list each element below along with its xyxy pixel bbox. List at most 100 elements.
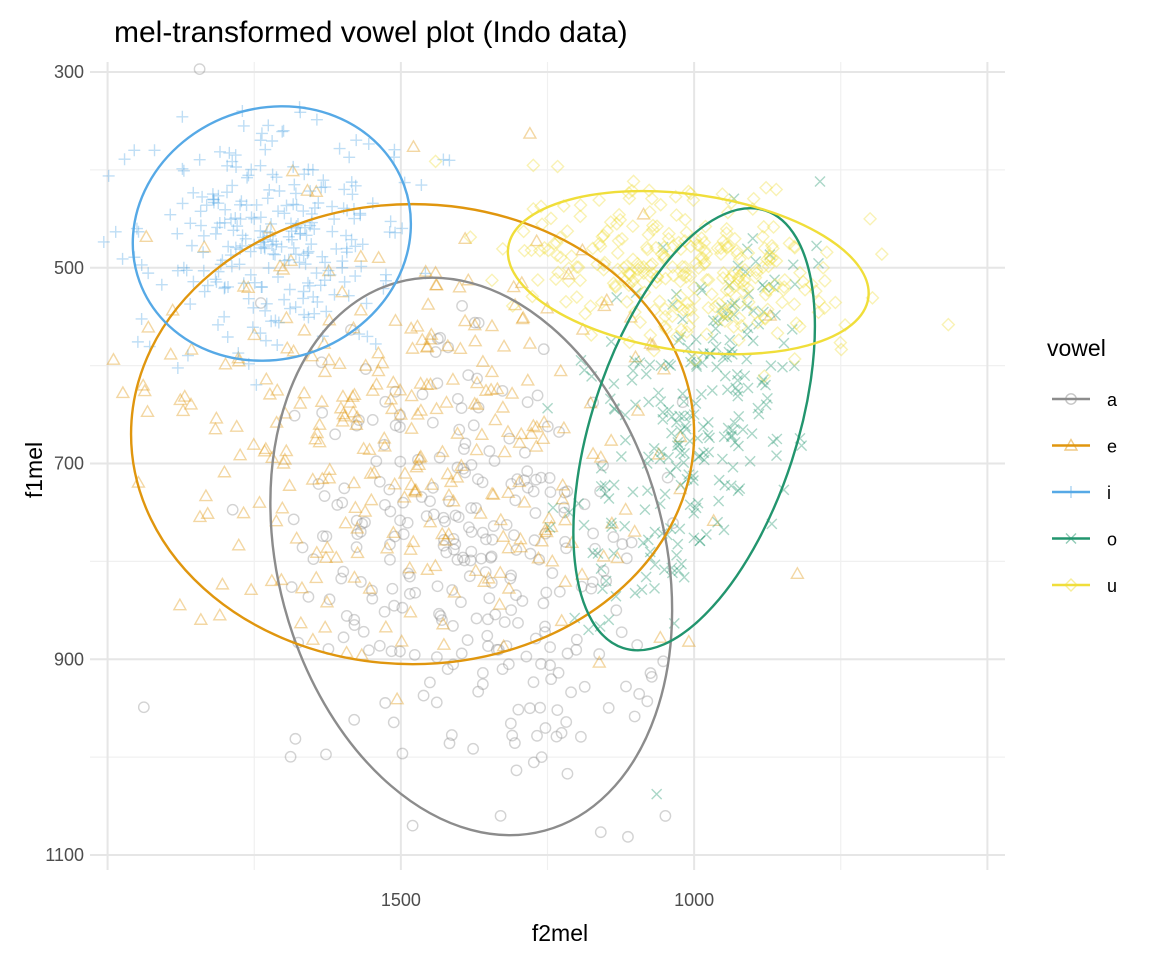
data-point-u — [731, 271, 746, 286]
data-point-a — [516, 595, 529, 607]
data-point-a — [431, 377, 444, 390]
data-point-o — [811, 240, 823, 252]
data-point-o — [605, 517, 617, 529]
data-point-u — [749, 266, 764, 281]
data-point-o — [717, 311, 729, 323]
data-point-i — [304, 219, 317, 232]
x-tick-label: 1500 — [381, 890, 421, 910]
data-point-o — [652, 387, 664, 399]
data-point-e — [544, 519, 559, 533]
data-point-i — [250, 378, 263, 391]
data-point-u — [669, 208, 684, 223]
data-point-a — [641, 695, 654, 708]
data-point-a — [384, 553, 396, 566]
data-point-a — [424, 495, 436, 508]
data-point-i — [245, 163, 258, 176]
data-point-a — [359, 363, 372, 375]
data-point-a — [379, 697, 392, 709]
data-point-i — [237, 277, 250, 290]
data-point-i — [242, 292, 255, 305]
data-point-e — [349, 417, 364, 430]
data-point-a — [472, 401, 485, 414]
data-point-u — [645, 218, 660, 233]
data-point-u — [750, 315, 765, 330]
data-point-u — [573, 198, 588, 213]
series-a — [137, 63, 689, 843]
data-point-a — [437, 539, 450, 552]
data-point-u — [756, 219, 771, 234]
data-point-e — [252, 495, 267, 508]
data-point-a — [659, 810, 672, 822]
data-point-a — [320, 748, 332, 761]
data-point-o — [596, 583, 608, 595]
data-point-u — [625, 183, 640, 198]
data-point-a — [530, 473, 542, 486]
data-point-u — [683, 239, 698, 254]
data-point-e — [411, 457, 427, 471]
data-point-o — [757, 279, 769, 291]
data-point-a — [434, 331, 447, 344]
data-point-a — [416, 388, 429, 401]
data-point-o — [741, 243, 753, 255]
data-point-o — [673, 565, 685, 577]
data-point-u — [726, 319, 741, 334]
data-point-e — [673, 429, 688, 443]
data-point-e — [378, 619, 394, 633]
data-point-o — [759, 281, 771, 293]
data-point-e — [366, 465, 382, 478]
data-point-o — [678, 396, 690, 408]
data-point-i — [221, 331, 234, 344]
data-point-e — [681, 634, 696, 647]
data-point-u — [692, 238, 707, 253]
data-point-o — [722, 422, 734, 434]
data-point-u — [769, 182, 784, 197]
data-point-u — [759, 180, 774, 195]
data-point-e — [596, 549, 611, 562]
data-point-a — [458, 443, 470, 455]
data-point-a — [537, 343, 550, 356]
data-point-o — [727, 461, 739, 473]
data-point-o — [649, 526, 661, 538]
data-point-a — [285, 581, 298, 593]
data-point-a — [137, 701, 150, 714]
grid — [90, 62, 1005, 870]
data-point-e — [163, 346, 178, 360]
data-point-o — [659, 488, 671, 500]
x-axis-title: f2mel — [532, 920, 588, 946]
data-point-i — [250, 198, 263, 211]
data-point-u — [733, 295, 748, 310]
data-point-u — [765, 251, 780, 266]
data-point-u — [636, 259, 651, 274]
data-point-u — [636, 266, 651, 281]
data-point-o — [587, 547, 599, 559]
data-point-u — [668, 189, 683, 204]
data-point-u — [548, 272, 563, 287]
data-point-i — [226, 155, 239, 168]
data-point-a — [447, 533, 460, 545]
data-point-o — [787, 259, 799, 271]
data-point-a — [455, 402, 468, 415]
data-point-i — [328, 213, 341, 226]
data-point-a — [521, 396, 534, 409]
data-point-i — [128, 144, 141, 157]
data-point-i — [248, 276, 261, 289]
data-point-e — [259, 371, 274, 385]
data-point-e — [454, 458, 469, 471]
data-point-e — [553, 363, 568, 377]
data-point-i — [197, 264, 210, 277]
data-point-u — [798, 282, 813, 297]
data-point-e — [312, 417, 327, 430]
data-point-i — [242, 169, 255, 182]
data-point-a — [457, 462, 470, 475]
data-point-u — [648, 240, 663, 255]
data-point-a — [504, 717, 517, 730]
data-point-i — [142, 267, 155, 280]
series-i — [97, 101, 456, 391]
data-point-o — [674, 425, 686, 437]
data-point-o — [725, 431, 737, 443]
data-point-i — [280, 199, 293, 212]
data-point-i — [230, 160, 243, 173]
data-point-a — [529, 507, 542, 519]
data-point-o — [663, 451, 675, 463]
data-point-i — [349, 240, 362, 253]
